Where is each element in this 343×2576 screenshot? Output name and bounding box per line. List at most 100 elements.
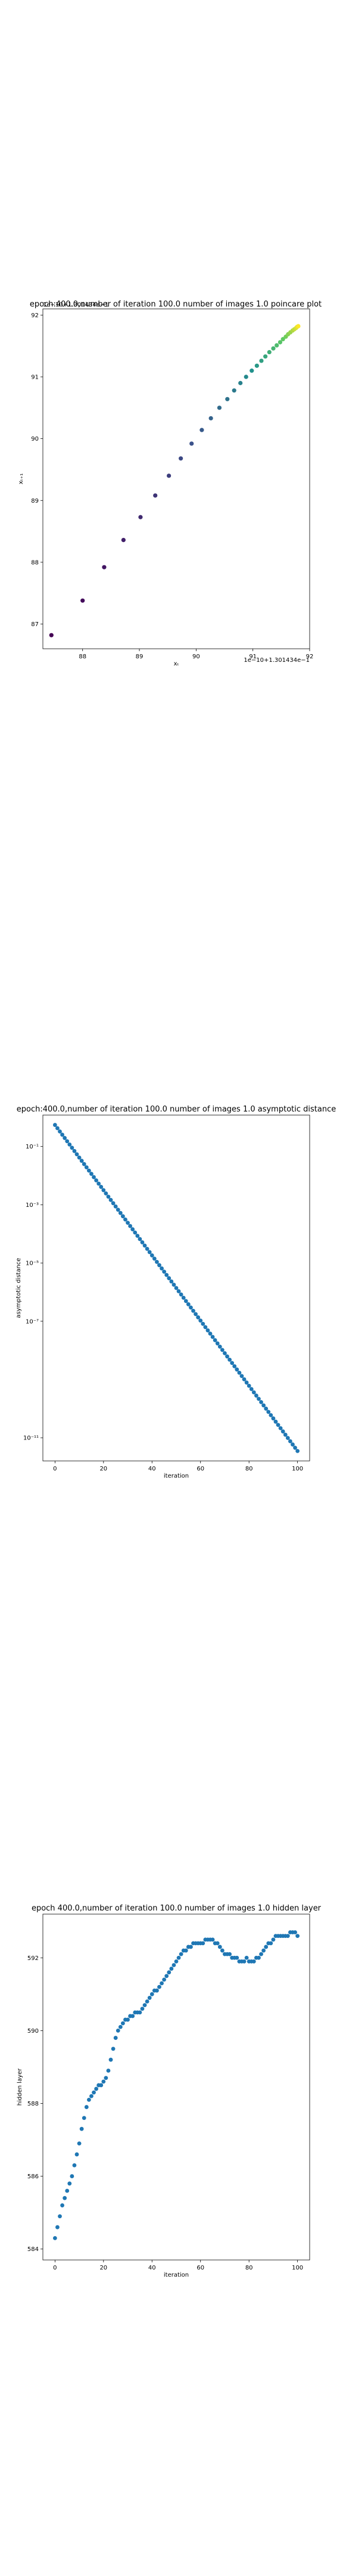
- data-point: [225, 397, 230, 401]
- data-point: [86, 1168, 91, 1173]
- data-point: [162, 1270, 167, 1274]
- data-point: [278, 1426, 283, 1431]
- y-tick-label: 89: [31, 498, 39, 504]
- data-point: [181, 1295, 186, 1300]
- data-point: [130, 1227, 135, 1231]
- data-point: [108, 2057, 113, 2062]
- data-point: [291, 1442, 295, 1447]
- data-point: [160, 1266, 164, 1271]
- plot-frame: [42, 308, 310, 649]
- data-point: [257, 1397, 261, 1401]
- data-point: [232, 388, 236, 393]
- data-point: [84, 2105, 89, 2109]
- data-point: [94, 2086, 99, 2091]
- data-point: [55, 1126, 60, 1131]
- data-point: [239, 1374, 244, 1379]
- data-point: [271, 346, 276, 351]
- data-point: [86, 2097, 91, 2102]
- data-point: [99, 1185, 104, 1189]
- y-axis-label: hidden layer: [17, 2068, 23, 2106]
- y-tick-label: 588: [27, 2101, 39, 2107]
- data-point: [205, 1328, 210, 1333]
- data-point: [179, 1292, 183, 1297]
- data-point: [261, 1403, 266, 1408]
- data-point: [227, 1952, 232, 1956]
- data-point: [72, 2163, 77, 2168]
- y-tick-label: 10⁻⁷: [26, 1318, 39, 1325]
- data-point: [58, 2214, 62, 2219]
- x-tick-label: 40: [148, 1466, 156, 1472]
- data-point: [101, 1188, 106, 1193]
- y-tick-label: 10⁻¹: [26, 1144, 39, 1150]
- data-point: [217, 1345, 222, 1349]
- data-point: [225, 1354, 229, 1359]
- data-point: [111, 1201, 116, 1206]
- tick-group: 88 89 90 91 92 87 88 89 90 91 92: [31, 312, 313, 660]
- x-tick-label: 100: [292, 2265, 303, 2271]
- tick-group: 0 20 40 60 80 100 584 586 588 590 592: [27, 1955, 303, 2271]
- data-point: [149, 1992, 154, 1996]
- data-point: [295, 1934, 300, 1939]
- data-point: [147, 1250, 152, 1255]
- data-point: [164, 1272, 169, 1277]
- data-point: [118, 2024, 123, 2029]
- data-point: [142, 2003, 147, 2008]
- data-points: [52, 1930, 300, 2240]
- plot-frame: [42, 1114, 310, 1462]
- data-point: [92, 1175, 96, 1179]
- data-point: [249, 1387, 254, 1391]
- y-tick-label: 90: [31, 436, 39, 442]
- data-point: [208, 1332, 213, 1336]
- data-point: [79, 2126, 84, 2131]
- data-point: [99, 2083, 104, 2088]
- data-point: [74, 2152, 79, 2157]
- data-point: [96, 1181, 101, 1186]
- x-tick-label: 0: [53, 2265, 57, 2271]
- data-point: [247, 1383, 251, 1388]
- data-point: [174, 1959, 179, 1964]
- data-point: [264, 1406, 269, 1411]
- y-tick-label: 91: [31, 374, 39, 381]
- data-point: [230, 1361, 235, 1366]
- data-point: [264, 1945, 269, 1949]
- data-point: [237, 1370, 242, 1375]
- data-point: [235, 1367, 239, 1372]
- x-tick-label: 60: [197, 2265, 204, 2271]
- data-point: [263, 354, 268, 359]
- data-point: [106, 1194, 111, 1199]
- data-point: [142, 1243, 147, 1248]
- data-point: [251, 1959, 256, 1964]
- data-point: [58, 1129, 62, 1134]
- data-point: [116, 2028, 120, 2033]
- data-point: [89, 1172, 93, 1176]
- data-point: [285, 1436, 290, 1440]
- data-point: [285, 1934, 290, 1939]
- data-point: [160, 1981, 164, 1986]
- x-tick-label: 20: [99, 2265, 107, 2271]
- data-point: [152, 1256, 157, 1261]
- data-point: [167, 473, 172, 478]
- data-point: [84, 1165, 89, 1170]
- data-point: [269, 1941, 273, 1946]
- data-point: [80, 598, 85, 603]
- data-points: [52, 1123, 300, 1453]
- data-point: [251, 1390, 256, 1395]
- data-point: [121, 2021, 125, 2026]
- x-tick-label: 60: [197, 1466, 204, 1472]
- data-point: [104, 1191, 108, 1196]
- chart-title: epoch:400.0,number of iteration 100.0 nu…: [30, 300, 322, 309]
- data-point: [155, 1988, 159, 1993]
- chart-title: epoch 400.0,number of iteration 100.0 nu…: [32, 1904, 322, 1913]
- data-point: [261, 1948, 266, 1953]
- data-point: [162, 1977, 167, 1982]
- data-point: [147, 1996, 152, 2000]
- data-point: [196, 1315, 201, 1320]
- data-point: [201, 1321, 205, 1326]
- data-point: [89, 2094, 93, 2098]
- data-point: [257, 1955, 261, 1960]
- data-point: [82, 2116, 86, 2120]
- data-point: [191, 1308, 195, 1313]
- x-offset-text: 1e−10+1.301434e−1: [244, 657, 310, 664]
- data-point: [60, 2203, 64, 2207]
- data-point: [266, 1410, 271, 1414]
